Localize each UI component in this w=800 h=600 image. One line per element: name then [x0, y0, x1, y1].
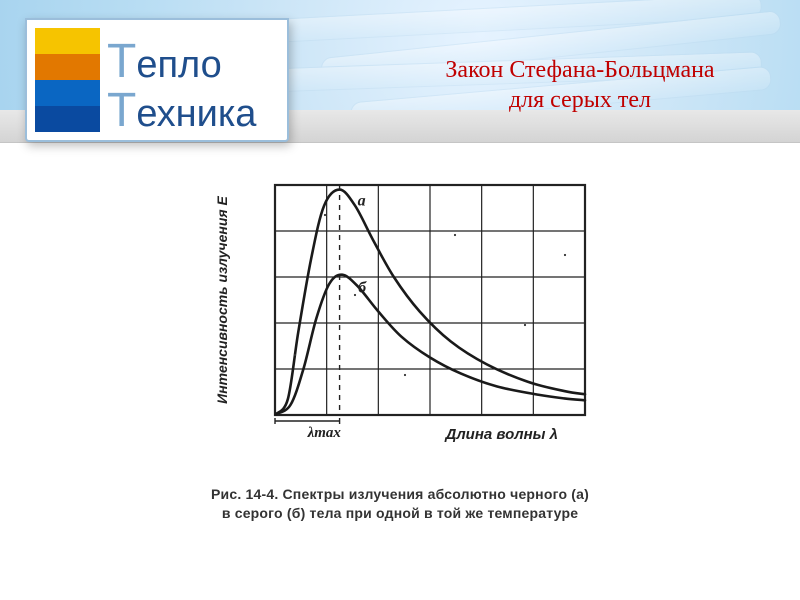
logo-line2-cap: Т — [107, 84, 136, 137]
logo-stripe-3 — [35, 80, 100, 106]
logo-stripe-2 — [35, 54, 100, 80]
slide-title: Закон Стефана-Больцмана для серых тел — [380, 55, 780, 115]
svg-text:Интенсивность излучения E: Интенсивность излучения E — [214, 195, 230, 403]
chart-svg: а б Интенсивность излучения E λmax Длина вол… — [205, 175, 595, 465]
logo-stripes — [35, 28, 100, 132]
logo-line2: Техника — [107, 83, 287, 138]
title-line1: Закон Стефана-Больцмана — [380, 55, 780, 85]
logo-text: Тепло Техника — [107, 34, 287, 138]
svg-text:а: а — [358, 193, 366, 210]
logo-line1-cap: Т — [107, 35, 136, 88]
svg-text:Длина волны λ: Длина волны λ — [444, 426, 558, 443]
title-line2: для серых тел — [380, 85, 780, 115]
logo-line1-rest: епло — [136, 44, 221, 86]
radiation-spectrum-chart: а б Интенсивность излучения E λmax Длина вол… — [205, 175, 595, 505]
logo-stripe-4 — [35, 106, 100, 132]
caption-lead: Рис. 14-4. — [211, 486, 283, 502]
logo-line2-rest: ехника — [136, 93, 256, 135]
svg-text:λmax: λmax — [307, 425, 342, 441]
logo-plate: Тепло Техника — [25, 18, 289, 142]
logo-stripe-1 — [35, 28, 100, 54]
svg-text:б: б — [358, 280, 367, 297]
figure-caption: Рис. 14-4. Спектры излучения абсолютно ч… — [210, 485, 590, 523]
logo-line1: Тепло — [107, 34, 287, 89]
